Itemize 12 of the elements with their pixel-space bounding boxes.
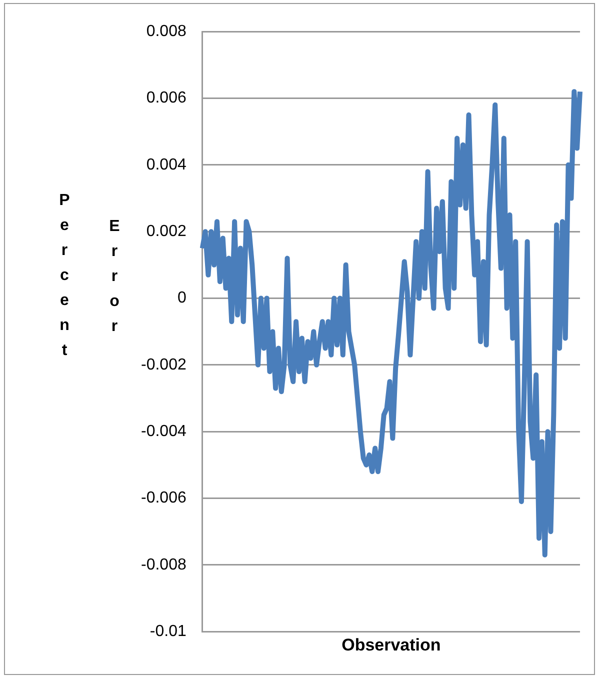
y-tick-label: 0.002 <box>146 223 186 240</box>
text: Percent Error <box>56 192 123 367</box>
y-tick-label: -0.008 <box>140 556 186 574</box>
y-tick-label: 0.008 <box>146 23 186 40</box>
y-tick-label: 0.006 <box>146 90 186 107</box>
y-tick-label: -0.004 <box>140 423 186 440</box>
y-tick-label: 0.004 <box>146 156 186 174</box>
x-axis-title: Observation <box>342 635 441 654</box>
y-tick-label: -0.006 <box>140 490 186 507</box>
y-tick-label: -0.01 <box>150 623 186 640</box>
y-tick-label: 0 <box>177 290 186 307</box>
y-tick-label: -0.002 <box>140 356 186 374</box>
